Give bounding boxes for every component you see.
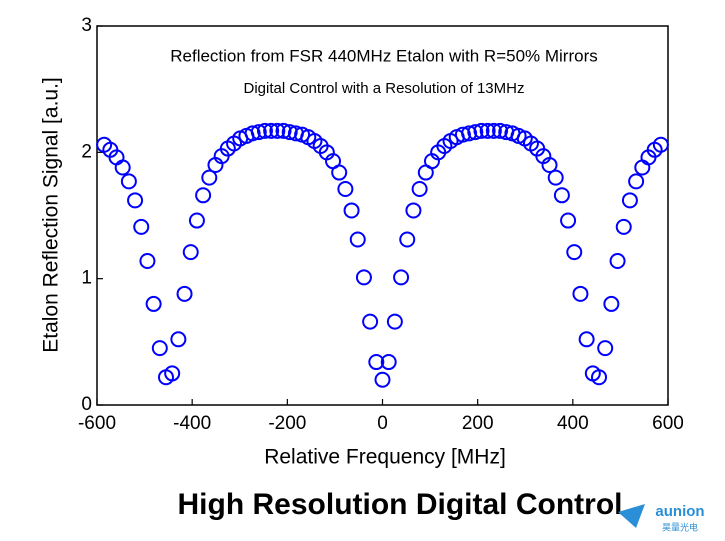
data-point (479, 122, 496, 139)
caption: High Resolution Digital Control (178, 488, 623, 521)
data-point (399, 231, 416, 248)
data-point (393, 269, 410, 286)
data-point (597, 340, 614, 357)
data-point (547, 169, 564, 186)
x-tick-label: 200 (462, 413, 494, 434)
data-point (133, 218, 150, 235)
data-point (170, 331, 187, 348)
data-point (188, 212, 205, 229)
data-point (114, 159, 131, 176)
data-point (127, 192, 144, 209)
data-point (454, 126, 471, 143)
data-point (386, 313, 403, 330)
data-point (182, 244, 199, 261)
data-point (343, 202, 360, 219)
x-tick-label: 400 (557, 413, 589, 434)
data-point (201, 169, 218, 186)
y-tick-label: 2 (81, 141, 92, 162)
data-point (621, 192, 638, 209)
data-point (492, 122, 509, 139)
data-point (120, 173, 137, 190)
data-point (349, 231, 366, 248)
data-point (139, 252, 156, 269)
data-point (609, 252, 626, 269)
logo-icon (618, 504, 645, 528)
data-point (331, 164, 348, 181)
data-point (560, 212, 577, 229)
data-point (362, 313, 379, 330)
data-point (566, 244, 583, 261)
logo-subtext: 昊量光电 (662, 521, 698, 532)
data-point (553, 187, 570, 204)
y-axis-label: Etalon Reflection Signal [a.u.] (40, 77, 63, 353)
data-point (615, 218, 632, 235)
data-point (275, 122, 292, 139)
data-point (164, 365, 181, 382)
data-point (145, 295, 162, 312)
data-point (591, 369, 608, 386)
data-point (461, 125, 478, 142)
data-point (368, 354, 385, 371)
data-point (256, 122, 273, 139)
data-point (281, 124, 298, 141)
data-point (405, 202, 422, 219)
data-point (603, 295, 620, 312)
data-point (541, 156, 558, 173)
annotation: Reflection from FSR 440MHz Etalon with R… (170, 46, 598, 65)
x-tick-label: 600 (652, 413, 684, 434)
data-point (263, 122, 280, 139)
data-point (195, 187, 212, 204)
data-point (578, 331, 595, 348)
data-point (628, 173, 645, 190)
x-tick-label: -200 (268, 413, 306, 434)
y-tick-label: 3 (81, 15, 92, 36)
data-point (572, 285, 589, 302)
data-point (380, 354, 397, 371)
data-point (652, 136, 669, 153)
data-point (355, 269, 372, 286)
x-tick-label: 0 (377, 413, 388, 434)
annotation: Digital Control with a Resolution of 13M… (244, 80, 525, 97)
data-point (467, 124, 484, 141)
data-point (151, 340, 168, 357)
data-point (374, 371, 391, 388)
data-point (244, 125, 261, 142)
data-point (250, 124, 267, 141)
y-tick-label: 1 (81, 268, 92, 289)
x-tick-label: -600 (78, 413, 116, 434)
data-point (269, 122, 286, 139)
logo-text: aunion (655, 503, 704, 520)
x-tick-label: -400 (173, 413, 211, 434)
data-point (634, 159, 651, 176)
data-point (337, 180, 354, 197)
data-point (485, 122, 502, 139)
x-axis-label: Relative Frequency [MHz] (264, 446, 506, 469)
y-tick-label: 0 (81, 394, 92, 415)
data-point (176, 285, 193, 302)
data-point (411, 180, 428, 197)
data-point (473, 122, 490, 139)
